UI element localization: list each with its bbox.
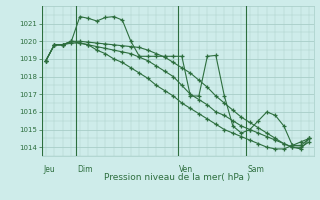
Text: Ven: Ven — [179, 165, 193, 174]
Text: Sam: Sam — [247, 165, 264, 174]
Text: Dim: Dim — [77, 165, 93, 174]
X-axis label: Pression niveau de la mer( hPa ): Pression niveau de la mer( hPa ) — [104, 173, 251, 182]
Text: Jeu: Jeu — [43, 165, 55, 174]
